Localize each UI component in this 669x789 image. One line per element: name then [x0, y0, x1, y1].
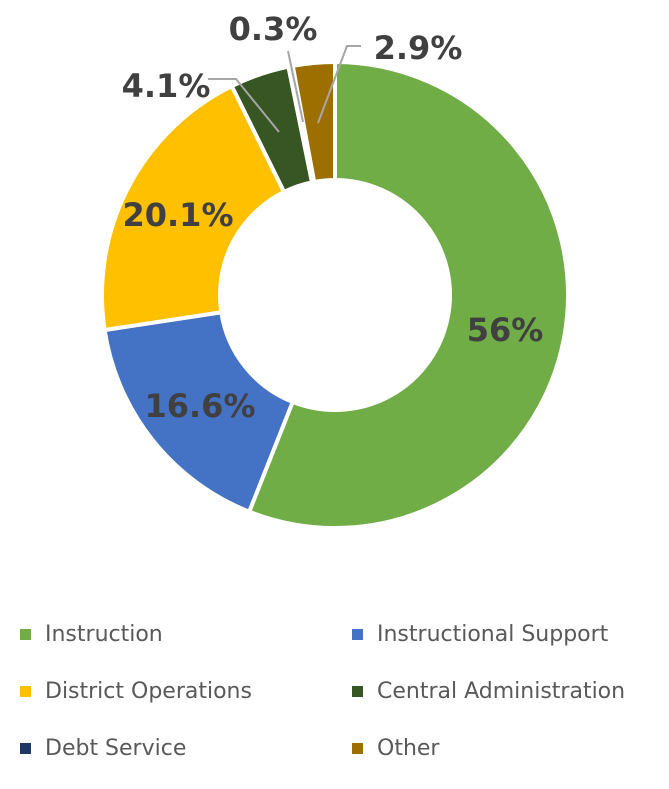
- legend-item-other: Other: [352, 732, 439, 764]
- legend-item-central-administration: Central Administration: [352, 675, 625, 707]
- legend-label-instructional-support: Instructional Support: [377, 621, 609, 647]
- legend-swatch-debt-service: [20, 742, 31, 754]
- legend-item-debt-service: Debt Service: [20, 732, 186, 764]
- slice-instructional-support: [102, 309, 296, 515]
- legend-swatch-instructional-support: [352, 628, 363, 640]
- data-label-district-operations: 20.1%: [122, 196, 233, 234]
- legend-label-district-operations: District Operations: [45, 678, 252, 704]
- legend-swatch-central-administration: [352, 685, 363, 697]
- legend-item-district-operations: District Operations: [20, 675, 252, 707]
- leader-line-central-administration: [208, 78, 280, 133]
- data-label-central-administration: 4.1%: [122, 67, 211, 105]
- legend-label-instruction: Instruction: [45, 621, 163, 647]
- leader-line-debt-service: [287, 50, 304, 123]
- slice-district-operations: [100, 83, 287, 333]
- slice-instruction: [246, 59, 570, 530]
- donut-chart: 56% 16.6% 20.1% 4.1% 0.3% 2.9%: [100, 10, 570, 530]
- legend-item-instruction: Instruction: [20, 618, 163, 650]
- slice-other: [290, 59, 337, 185]
- legend-swatch-other: [352, 742, 363, 754]
- legend-item-instructional-support: Instructional Support: [352, 618, 608, 650]
- data-label-instruction: 56%: [467, 311, 544, 349]
- leader-line-other: [317, 45, 361, 124]
- legend-label-central-administration: Central Administration: [377, 678, 626, 704]
- data-label-debt-service: 0.3%: [229, 10, 318, 48]
- legend-swatch-district-operations: [20, 685, 31, 697]
- data-label-instructional-support: 16.6%: [144, 387, 255, 425]
- legend-label-debt-service: Debt Service: [45, 735, 187, 761]
- data-label-other: 2.9%: [374, 29, 463, 67]
- chart-legend: Instruction Instructional Support Distri…: [0, 612, 669, 772]
- legend-label-other: Other: [377, 735, 440, 761]
- legend-swatch-instruction: [20, 628, 31, 640]
